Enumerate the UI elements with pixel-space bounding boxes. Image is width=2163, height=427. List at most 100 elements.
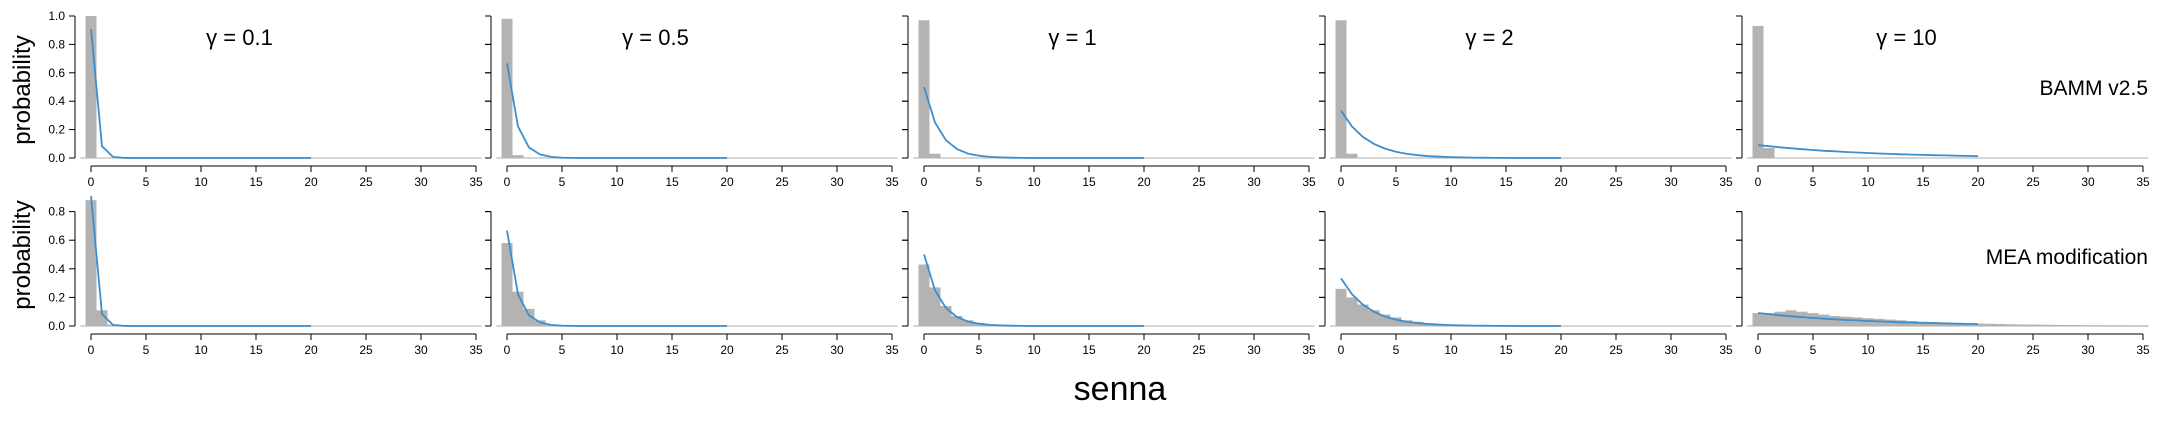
bar [1796, 311, 1808, 326]
bar [2005, 324, 2017, 326]
x-tick-label: 0 [1338, 343, 1345, 357]
x-tick-label: 10 [1027, 175, 1041, 189]
x-tick-label: 0 [1755, 343, 1762, 357]
density-line [923, 86, 1144, 159]
bar [1763, 313, 1775, 326]
y-tick-label: 0.2 [48, 123, 65, 137]
x-tick-label: 10 [1444, 175, 1458, 189]
bar [1752, 313, 1764, 326]
x-tick-label: 35 [1302, 343, 1316, 357]
bar [1401, 320, 1413, 326]
x-tick-label: 0 [88, 343, 95, 357]
x-tick-label: 20 [304, 175, 318, 189]
panel-title: γ = 1 [1048, 25, 1096, 50]
bar [501, 18, 513, 159]
bar [1357, 304, 1369, 326]
y-tick-label: 0.2 [48, 290, 65, 304]
x-tick-label: 30 [2081, 175, 2095, 189]
x-tick-label: 25 [1192, 175, 1206, 189]
x-axis-label: senna [1074, 370, 1167, 408]
x-tick-label: 35 [469, 343, 483, 357]
row-label-bamm: BAMM v2.5 [2039, 77, 2148, 100]
bar [1763, 148, 1775, 158]
bar [1774, 311, 1786, 326]
x-tick-label: 5 [976, 343, 983, 357]
density-line [1757, 312, 1979, 325]
x-tick-label: 20 [304, 343, 318, 357]
bar [1873, 318, 1885, 326]
y-axis-label-row-1: probability [9, 35, 36, 144]
bar [1335, 288, 1347, 326]
x-tick-label: 30 [2081, 343, 2095, 357]
bar [1994, 323, 2006, 326]
bar [2137, 325, 2149, 327]
x-tick-label: 35 [2136, 175, 2150, 189]
x-tick-label: 15 [665, 343, 679, 357]
x-tick-label: 15 [665, 175, 679, 189]
bar [1983, 323, 1995, 326]
y-tick-label: 1.0 [48, 9, 65, 23]
x-tick-label: 35 [1719, 343, 1733, 357]
bar [2049, 324, 2061, 326]
x-tick-label: 30 [1664, 343, 1678, 357]
x-tick-label: 5 [559, 343, 566, 357]
x-tick-label: 15 [1499, 343, 1513, 357]
x-tick-label: 35 [1302, 175, 1316, 189]
bar [1368, 310, 1380, 326]
density-line [506, 230, 727, 327]
bar [2104, 325, 2116, 327]
bar [2060, 324, 2072, 326]
x-tick-label: 15 [249, 343, 263, 357]
bar [85, 16, 97, 158]
x-tick-label: 35 [1719, 175, 1733, 189]
x-tick-label: 20 [720, 343, 734, 357]
x-tick-label: 10 [610, 343, 624, 357]
panel-title: γ = 0.1 [206, 25, 273, 50]
y-tick-label: 0.4 [48, 94, 65, 108]
density-line [1340, 277, 1561, 327]
x-tick-label: 15 [1916, 175, 1930, 189]
bar [1972, 323, 1984, 326]
x-tick-label: 5 [143, 343, 150, 357]
y-tick-label: 0.0 [48, 319, 65, 333]
bar [1917, 321, 1929, 326]
x-tick-label: 35 [885, 175, 899, 189]
x-tick-label: 20 [1971, 343, 1985, 357]
y-tick-label: 0.6 [48, 66, 65, 80]
x-tick-label: 0 [88, 175, 95, 189]
bar [2082, 325, 2094, 327]
bar [1807, 313, 1819, 326]
x-tick-label: 0 [921, 343, 928, 357]
x-tick-label: 20 [1971, 175, 1985, 189]
x-tick-label: 10 [1027, 343, 1041, 357]
bar [1851, 317, 1863, 326]
x-tick-label: 10 [1861, 175, 1875, 189]
panel-title: γ = 2 [1465, 25, 1513, 50]
bar [1752, 25, 1764, 158]
bar [2027, 324, 2039, 326]
x-tick-label: 0 [504, 343, 511, 357]
y-tick-label: 0.8 [48, 37, 65, 51]
x-tick-label: 30 [1247, 343, 1261, 357]
bar [1346, 297, 1358, 326]
panel-title: γ = 0.5 [622, 25, 689, 50]
bar [929, 287, 941, 326]
bar [962, 320, 974, 326]
x-tick-label: 25 [775, 175, 789, 189]
x-tick-label: 25 [2026, 175, 2040, 189]
y-tick-label: 0.0 [48, 151, 65, 165]
y-tick-label: 0.6 [48, 233, 65, 247]
panels: 0.0 0.2 0.4 0.6 0.8 1.0 0 5 10 15 20 25 30 35 γ = 0.1 0… [48, 9, 2150, 357]
panel-r1-c4: 0 5 10 15 20 25 30 35 γ = 2 [1319, 15, 1733, 189]
x-tick-label: 0 [1338, 175, 1345, 189]
x-tick-label: 5 [1810, 343, 1817, 357]
x-tick-label: 30 [1664, 175, 1678, 189]
x-tick-label: 25 [2026, 343, 2040, 357]
density-line [923, 254, 1144, 327]
panel-r1-c5: 0 5 10 15 20 25 30 35 γ = 10 [1736, 15, 2150, 189]
x-tick-label: 10 [194, 175, 208, 189]
bar [512, 155, 524, 158]
bar [2115, 325, 2127, 327]
x-tick-label: 5 [1393, 175, 1400, 189]
